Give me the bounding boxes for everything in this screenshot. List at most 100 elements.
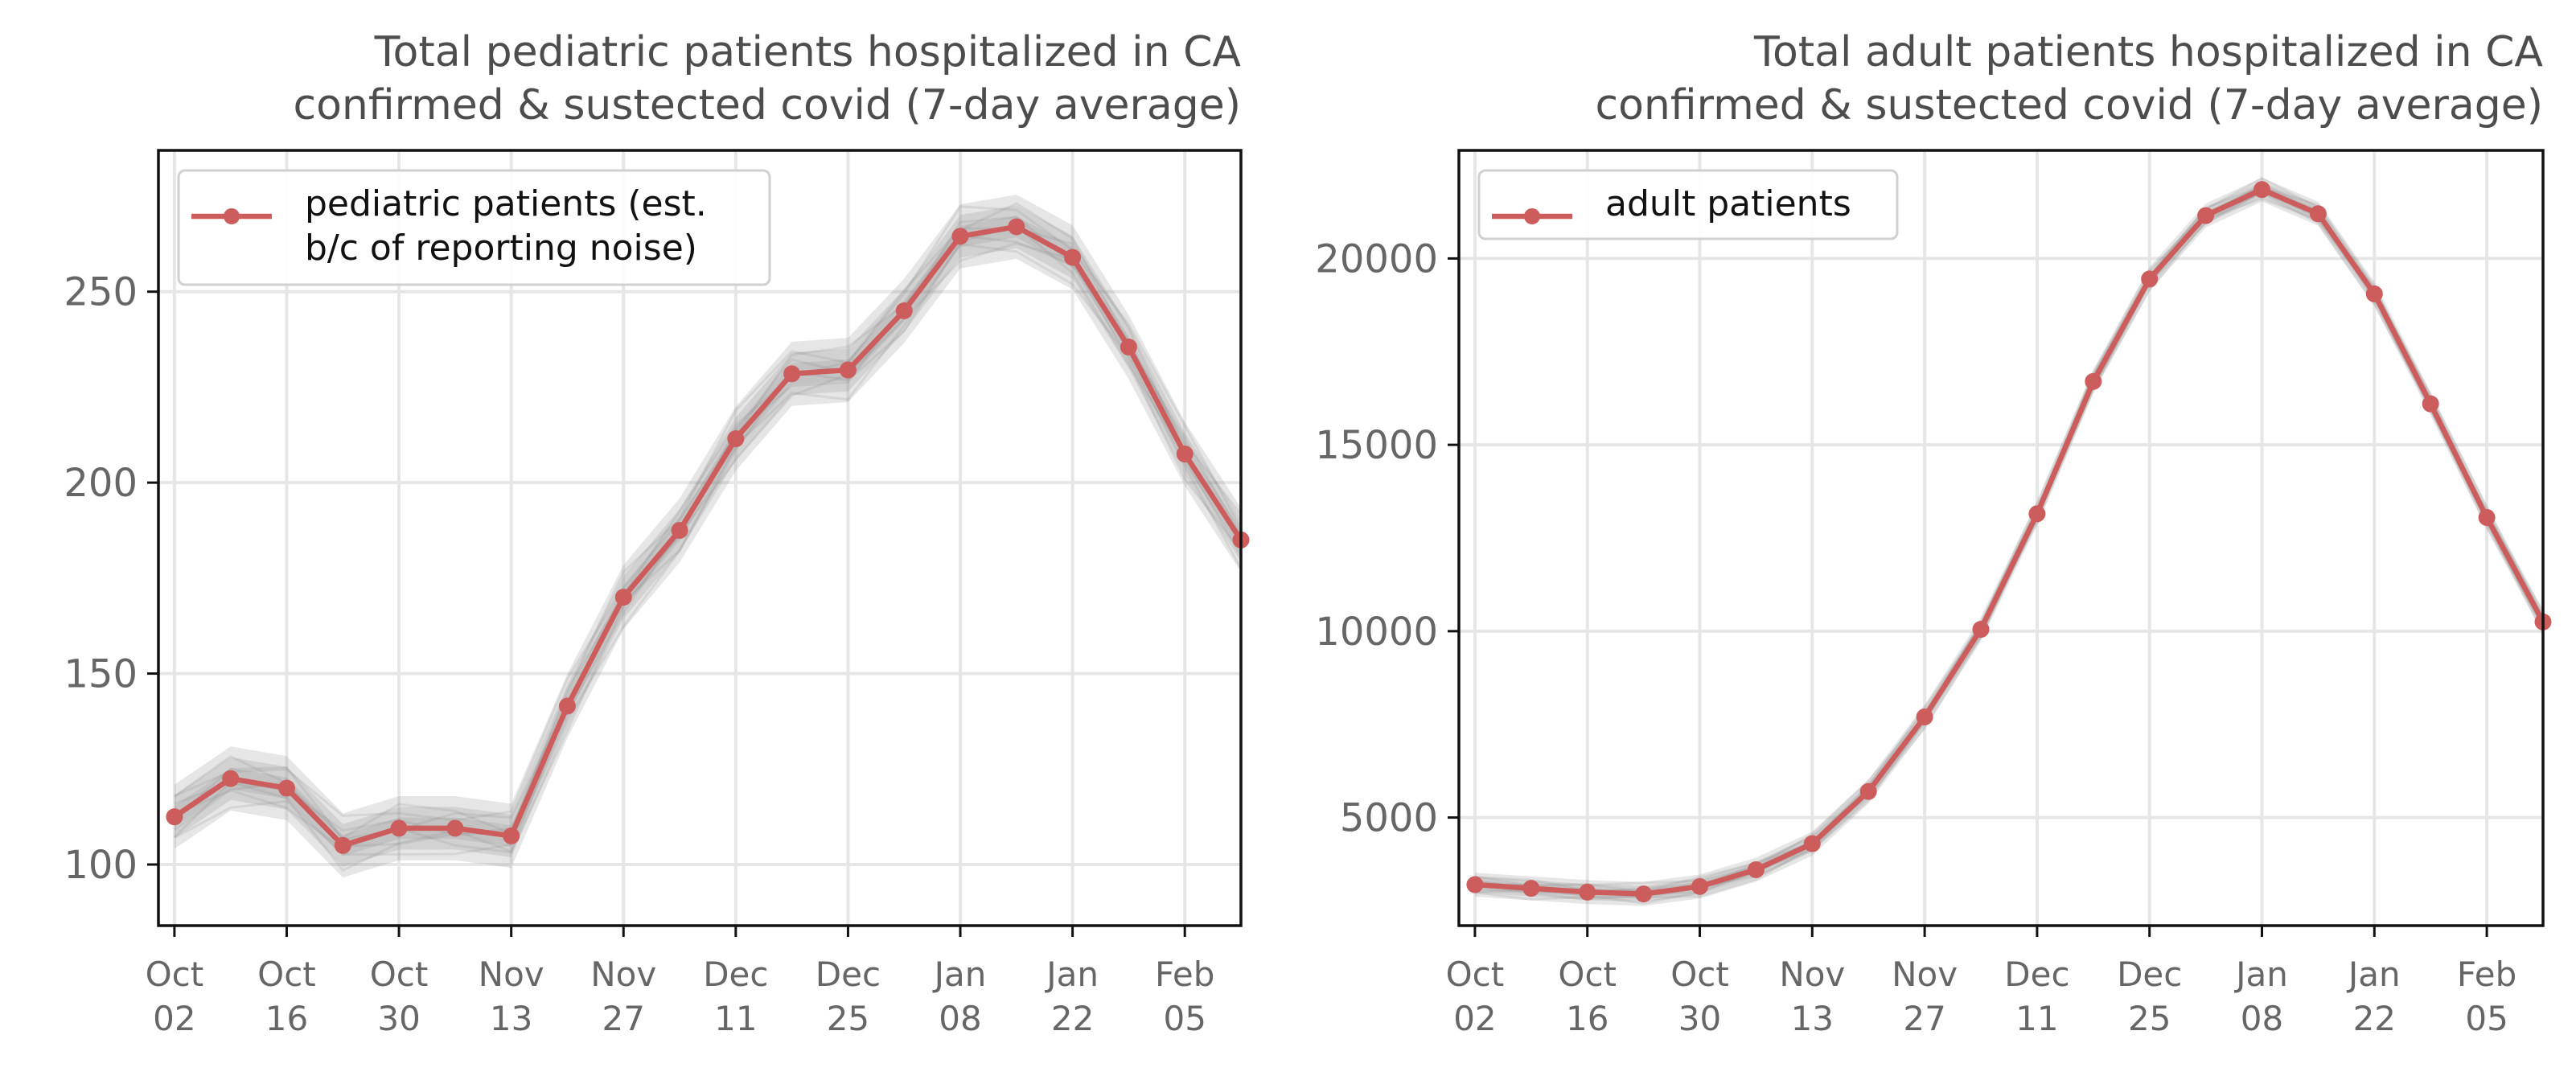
series-line bbox=[1474, 187, 2545, 897]
ensemble-trace bbox=[1474, 187, 2545, 896]
x-tick-label-day: 11 bbox=[714, 999, 757, 1038]
ensemble-trace bbox=[174, 234, 1243, 848]
x-tick-label-day: 25 bbox=[2128, 999, 2171, 1038]
x-tick-label-day: 22 bbox=[2353, 999, 2396, 1038]
x-tick-label-day: 08 bbox=[939, 999, 981, 1038]
ensemble-trace bbox=[174, 224, 1243, 854]
uncertainty-band bbox=[174, 195, 1242, 878]
y-tick-label: 15000 bbox=[1315, 423, 1438, 468]
x-tick-label-day: 22 bbox=[1051, 999, 1094, 1038]
data-point bbox=[1972, 621, 1990, 639]
data-point bbox=[2422, 395, 2439, 413]
data-point bbox=[951, 228, 969, 245]
data-point bbox=[1176, 446, 1194, 463]
x-tick-label: Nov bbox=[1892, 955, 1958, 994]
data-point bbox=[1916, 708, 1933, 725]
series-line bbox=[173, 224, 1243, 848]
chart-subtitle: confirmed & sustected covid (7-day avera… bbox=[1595, 81, 2543, 129]
data-point bbox=[783, 365, 801, 383]
adult-chart-panel: 5000 10000 15000 20000 Oct 02 Oct 16 Oct 30 Nov 13 N… bbox=[1315, 28, 2552, 1038]
ensemble-trace bbox=[173, 227, 1243, 841]
chart-subtitle: confirmed & sustected covid (7-day avera… bbox=[293, 81, 1241, 129]
ensemble-trace bbox=[174, 243, 1243, 856]
x-tick-label-day: 11 bbox=[2015, 999, 2058, 1038]
chart-title: Total adult patients hospitalized in CA bbox=[1753, 28, 2543, 76]
data-point bbox=[2141, 270, 2159, 288]
legend-label: adult patients bbox=[1605, 183, 1851, 224]
y-tick-label: 10000 bbox=[1315, 610, 1438, 655]
data-point bbox=[277, 779, 295, 797]
data-point bbox=[895, 302, 913, 319]
legend-box bbox=[177, 169, 771, 286]
x-tick-label-day: 05 bbox=[2465, 999, 2508, 1038]
uncertainty-band bbox=[174, 216, 1242, 856]
plot-frame bbox=[157, 149, 1243, 927]
ensemble-trace bbox=[1474, 190, 2545, 901]
legend-box bbox=[1477, 169, 1899, 240]
legend-marker bbox=[1524, 208, 1540, 224]
x-tick-label: Oct bbox=[1670, 955, 1729, 994]
data-point bbox=[727, 430, 745, 448]
x-tick-label: Oct bbox=[257, 955, 316, 994]
data-point bbox=[503, 827, 520, 844]
chart-title: Total pediatric patients hospitalized in… bbox=[374, 28, 1242, 76]
x-tick-label: Nov bbox=[479, 955, 544, 994]
data-point bbox=[671, 522, 688, 540]
data-point bbox=[222, 770, 240, 787]
x-tick-label-day: 16 bbox=[265, 999, 308, 1038]
x-tick-label: Oct bbox=[370, 955, 429, 994]
x-tick-label-day: 25 bbox=[827, 999, 869, 1038]
x-tick-label: Oct bbox=[146, 955, 204, 994]
x-tick-label-day: 13 bbox=[1791, 999, 1834, 1038]
x-tick-label: Dec bbox=[2117, 955, 2182, 994]
data-point bbox=[334, 836, 351, 854]
data-point bbox=[1120, 339, 1137, 356]
ensemble-trace bbox=[1474, 177, 2545, 887]
data-point bbox=[1803, 835, 1821, 852]
pediatric-chart-panel: 100 150 200 250 Oct 02 Oct 16 Oct 30 Nov 13 Nov 27 Dec… bbox=[64, 28, 1250, 1038]
x-tick-label-day: 30 bbox=[1678, 999, 1721, 1038]
x-tick-label-day: 13 bbox=[490, 999, 532, 1038]
data-point bbox=[1635, 885, 1653, 903]
data-point bbox=[2028, 505, 2046, 523]
data-point bbox=[558, 697, 576, 715]
y-tick-label: 5000 bbox=[1340, 796, 1438, 841]
data-point bbox=[614, 589, 632, 606]
plot-frame bbox=[1457, 149, 2545, 927]
legend-marker bbox=[224, 208, 240, 224]
x-tick-label-day: 05 bbox=[1163, 999, 1206, 1038]
x-tick-label: Nov bbox=[1779, 955, 1845, 994]
data-point bbox=[2253, 181, 2271, 199]
data-point bbox=[1747, 860, 1765, 878]
data-point bbox=[2197, 207, 2215, 224]
data-point bbox=[2085, 372, 2102, 390]
y-tick-label: 200 bbox=[64, 461, 138, 506]
y-tick-label: 150 bbox=[64, 652, 138, 697]
x-tick-label-day: 30 bbox=[377, 999, 420, 1038]
x-tick-label-day: 02 bbox=[153, 999, 195, 1038]
x-tick-label: Dec bbox=[2004, 955, 2069, 994]
x-tick-label: Dec bbox=[816, 955, 881, 994]
data-point bbox=[2365, 285, 2383, 302]
uncertainty-band bbox=[1474, 181, 2543, 902]
data-point bbox=[1859, 782, 1877, 800]
data-point bbox=[1064, 248, 1082, 266]
x-tick-label: Jan bbox=[2346, 955, 2401, 994]
x-tick-label-day: 27 bbox=[602, 999, 645, 1038]
x-tick-label-day: 02 bbox=[1453, 999, 1496, 1038]
x-tick-label: Jan bbox=[2233, 955, 2288, 994]
x-tick-label: Oct bbox=[1558, 955, 1617, 994]
x-tick-label: Feb bbox=[2457, 955, 2516, 994]
ensemble-trace bbox=[1474, 186, 2545, 893]
x-tick-label-day: 27 bbox=[1903, 999, 1945, 1038]
x-tick-label: Jan bbox=[932, 955, 987, 994]
ensemble-trace bbox=[174, 216, 1243, 836]
legend-label: pediatric patients (est. bbox=[305, 183, 707, 224]
uncertainty-band bbox=[1474, 177, 2543, 906]
uncertainty-band bbox=[174, 205, 1242, 867]
x-tick-label: Dec bbox=[703, 955, 768, 994]
ensemble-trace bbox=[173, 242, 1243, 873]
ensemble-trace bbox=[174, 205, 1243, 822]
data-point bbox=[1008, 218, 1025, 236]
legend: adult patients bbox=[1477, 169, 1899, 240]
